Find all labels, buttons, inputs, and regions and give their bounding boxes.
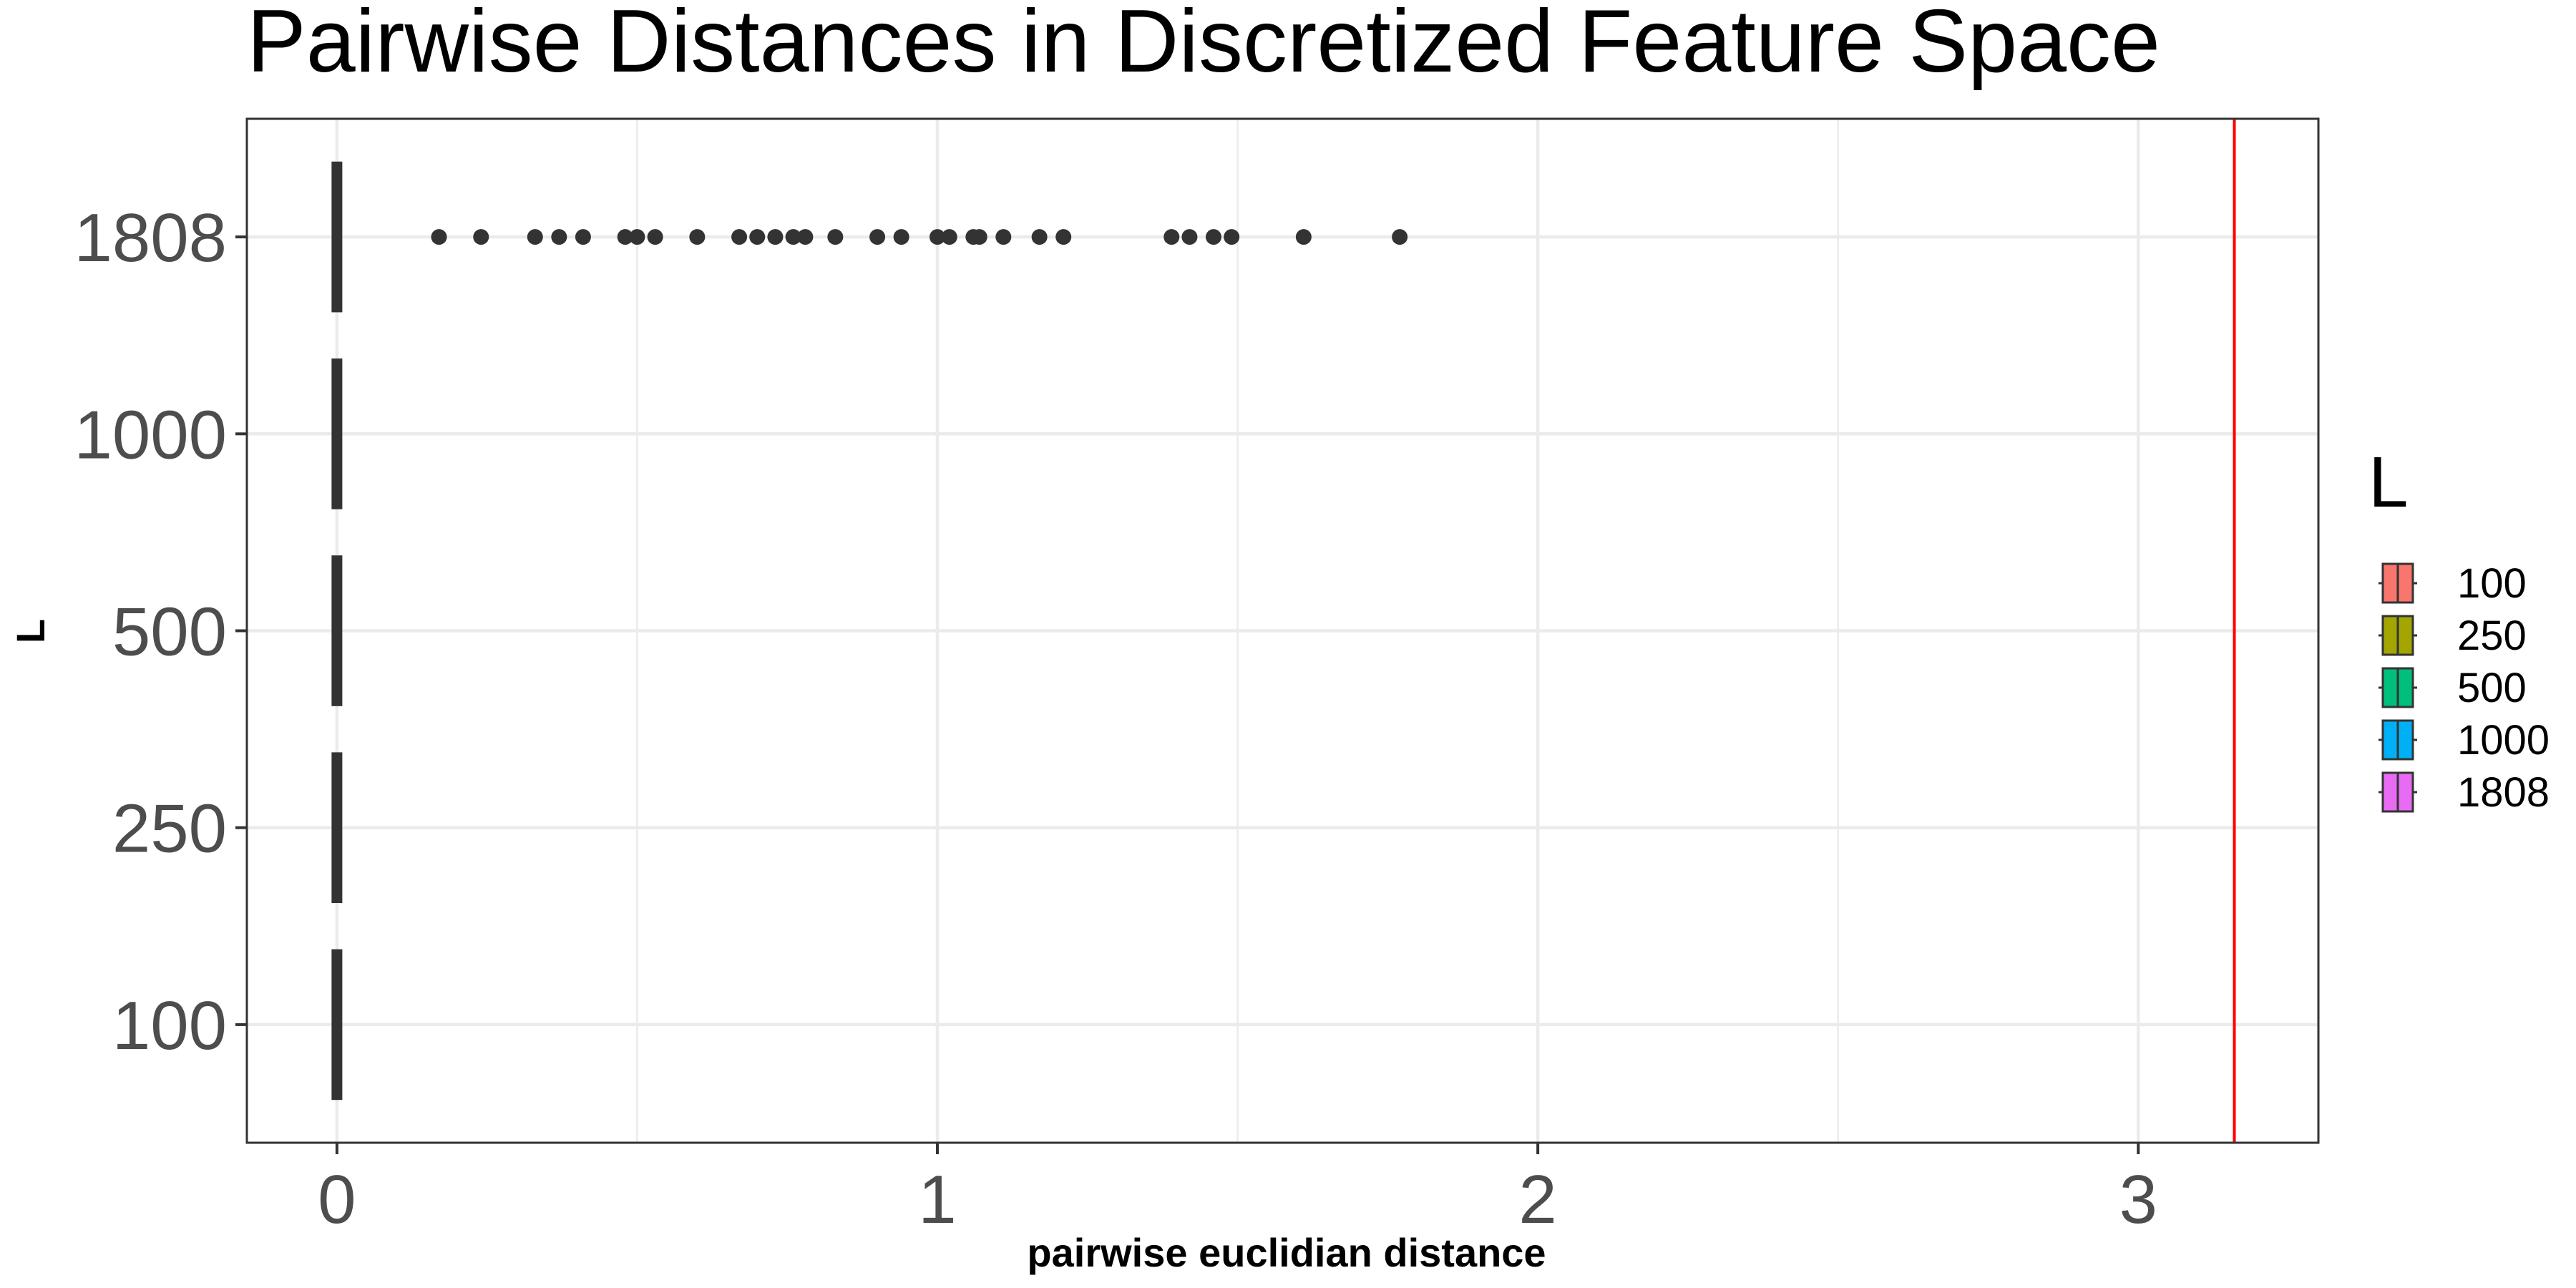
legend-label: 500 xyxy=(2457,665,2527,711)
legend-label: 1808 xyxy=(2457,769,2550,816)
outlier-point xyxy=(869,229,886,245)
x-axis-ticks: 0 1 2 3 xyxy=(318,1143,2157,1238)
outlier-point xyxy=(827,229,844,245)
box-1000 xyxy=(331,358,343,509)
legend-entry-100: 100 xyxy=(2379,560,2527,607)
y-tick-label: 100 xyxy=(112,987,227,1064)
y-axis-title: L xyxy=(8,619,53,643)
outlier-point xyxy=(1163,229,1180,245)
outlier-point xyxy=(1055,229,1072,245)
legend-label: 250 xyxy=(2457,613,2527,659)
legend-entry-1808: 1808 xyxy=(2379,769,2550,816)
y-axis-ticks: 100 250 500 1000 1808 xyxy=(74,200,247,1064)
x-tick-label: 1 xyxy=(918,1161,956,1238)
legend-entry-500: 500 xyxy=(2379,665,2527,711)
outlier-point xyxy=(767,229,784,245)
outlier-point xyxy=(995,229,1012,245)
grid-lines xyxy=(247,119,2318,1143)
legend-label: 1000 xyxy=(2457,717,2550,763)
x-tick-label: 3 xyxy=(2119,1161,2157,1238)
outlier-point xyxy=(689,229,706,245)
outlier-point xyxy=(731,229,748,245)
outlier-point xyxy=(473,229,489,245)
outlier-point xyxy=(647,229,663,245)
outlier-point xyxy=(1031,229,1048,245)
legend-entry-250: 250 xyxy=(2379,613,2527,659)
outlier-point xyxy=(617,229,633,245)
outlier-point xyxy=(785,229,801,245)
y-tick-label: 1000 xyxy=(74,396,227,473)
x-tick-label: 0 xyxy=(318,1161,356,1238)
chart-title: Pairwise Distances in Discretized Featur… xyxy=(247,0,2160,91)
box-250 xyxy=(331,752,343,904)
outlier-point xyxy=(941,229,957,245)
legend-entry-1000: 1000 xyxy=(2379,717,2550,763)
outlier-point xyxy=(575,229,591,245)
outlier-point xyxy=(1295,229,1312,245)
outlier-point xyxy=(1392,229,1408,245)
legend: L 100 250 500 1000 1808 xyxy=(2368,442,2550,816)
outlier-point xyxy=(629,229,645,245)
outlier-point xyxy=(1224,229,1240,245)
box-100 xyxy=(331,949,343,1101)
legend-title: L xyxy=(2368,442,2409,522)
boxplots xyxy=(331,161,1408,1101)
y-tick-label: 500 xyxy=(112,594,227,670)
x-tick-label: 2 xyxy=(1518,1161,1556,1238)
outlier-point xyxy=(971,229,987,245)
outlier-point xyxy=(1181,229,1198,245)
x-axis-title: pairwise euclidian distance xyxy=(1027,1230,1546,1275)
outlier-point xyxy=(749,229,766,245)
outlier-point xyxy=(797,229,814,245)
box-500 xyxy=(331,555,343,706)
outlier-point xyxy=(930,229,945,245)
outlier-point xyxy=(431,229,447,245)
outlier-point xyxy=(1206,229,1221,245)
y-tick-label: 1808 xyxy=(74,200,227,276)
outlier-point xyxy=(551,229,567,245)
box-1808 xyxy=(331,161,1408,313)
outlier-point xyxy=(527,229,543,245)
legend-label: 100 xyxy=(2457,560,2527,607)
y-tick-label: 250 xyxy=(112,791,227,867)
outlier-point xyxy=(893,229,909,245)
